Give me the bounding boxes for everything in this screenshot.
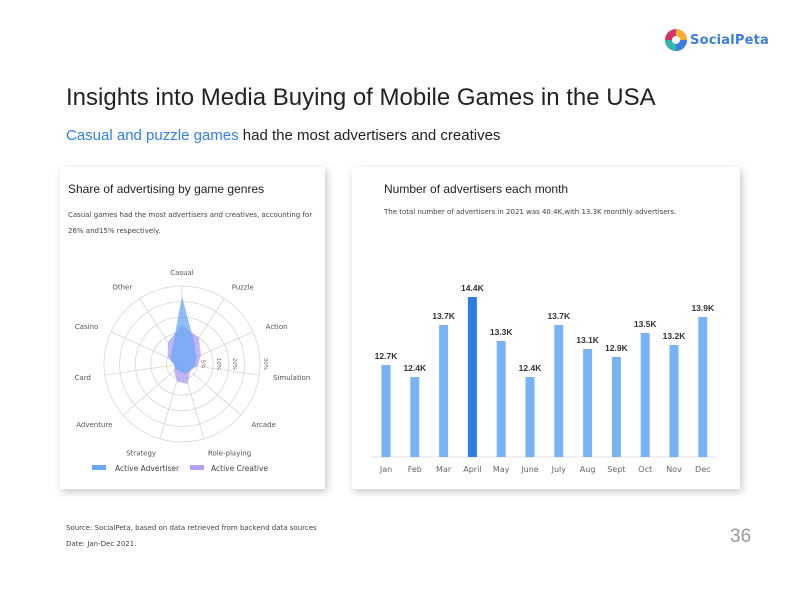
radar-category-label: Casino bbox=[75, 323, 99, 331]
radar-category-label: Strategy bbox=[126, 449, 156, 457]
radar-tick-label: 20% bbox=[231, 358, 237, 370]
bar-sept bbox=[611, 357, 621, 457]
bar-jan bbox=[381, 365, 391, 457]
bar-value-label: 12.4K bbox=[403, 363, 427, 373]
radar-category-label: Casual bbox=[170, 269, 194, 277]
logo-text: SocialPeta bbox=[690, 32, 770, 48]
radar-tick-label: 5% bbox=[200, 360, 206, 369]
socialpeta-logo: SocialPeta bbox=[664, 28, 769, 52]
bar-may bbox=[496, 341, 506, 457]
bar-value-label: 13.2K bbox=[663, 331, 687, 341]
bar-value-label: 13.1K bbox=[576, 335, 600, 345]
page-title: Insights into Media Buying of Mobile Gam… bbox=[66, 84, 656, 111]
bar-category-label: Sept bbox=[607, 465, 625, 474]
legend-swatch-advertiser bbox=[92, 465, 106, 470]
bar-july bbox=[554, 325, 564, 457]
page-number: 36 bbox=[730, 526, 752, 547]
radar-spoke bbox=[181, 363, 242, 416]
bar-value-label: 13.9K bbox=[691, 303, 715, 313]
bar-value-label: 13.5K bbox=[634, 319, 658, 329]
radar-category-label: Other bbox=[112, 284, 132, 292]
legend-label-creative: Active Creative bbox=[211, 464, 268, 473]
genre-share-description: Casual games had the most advertisers an… bbox=[68, 211, 313, 235]
bar-nov bbox=[669, 345, 679, 457]
radar-tick-label: 30% bbox=[262, 358, 268, 370]
bar-category-label: Dec bbox=[695, 465, 710, 474]
radar-category-label: Simulation bbox=[273, 374, 310, 382]
bar-value-label: 12.4K bbox=[519, 363, 543, 373]
radar-category-label: Arcade bbox=[252, 421, 276, 429]
bar-dec bbox=[698, 317, 708, 457]
monthly-advertisers-description: The total number of advertisers in 2021 … bbox=[384, 208, 677, 216]
bar-category-label: April bbox=[463, 465, 481, 474]
legend-label-advertiser: Active Advertiser bbox=[115, 464, 180, 473]
bar-oct bbox=[640, 333, 650, 457]
bar-value-label: 14.4K bbox=[461, 283, 485, 293]
bar-category-label: May bbox=[493, 465, 510, 474]
bar-category-label: Mar bbox=[436, 465, 452, 474]
bar-value-label: 13.7K bbox=[547, 311, 571, 321]
radar-category-label: Action bbox=[266, 323, 288, 331]
subtitle-highlight: Casual and puzzle games bbox=[66, 127, 239, 144]
page-subtitle: Casual and puzzle games had the most adv… bbox=[66, 127, 500, 144]
legend-swatch-creative bbox=[190, 465, 204, 470]
bar-feb bbox=[410, 377, 420, 457]
bar-category-label: Nov bbox=[666, 465, 682, 474]
bar-category-label: Oct bbox=[638, 465, 652, 474]
socialpeta-logo-mark bbox=[665, 29, 687, 51]
genre-share-title: Share of advertising by game genres bbox=[68, 182, 265, 196]
radar-spoke bbox=[104, 363, 183, 376]
footer-date: Date: Jan-Dec 2021. bbox=[66, 540, 137, 548]
bar-aug bbox=[583, 349, 593, 457]
bar-category-label: Jan bbox=[379, 465, 392, 474]
radar-category-label: Puzzle bbox=[232, 284, 254, 292]
bar-category-label: Feb bbox=[408, 465, 422, 474]
radar-series-active-advertiser bbox=[170, 296, 197, 374]
radar-category-label: Role-playing bbox=[208, 449, 251, 457]
bar-april bbox=[467, 297, 477, 457]
radar-category-label: Card bbox=[75, 374, 91, 382]
subtitle-rest: had the most advertisers and creatives bbox=[238, 127, 501, 144]
radar-spoke bbox=[122, 363, 183, 416]
bar-category-label: June bbox=[520, 465, 539, 474]
bar-value-label: 12.7K bbox=[375, 351, 399, 361]
bar-value-label: 12.9K bbox=[605, 343, 629, 353]
genre-share-card: Share of advertising by game genres Casu… bbox=[60, 167, 325, 489]
bar-mar bbox=[439, 325, 449, 457]
bar-june bbox=[525, 377, 535, 457]
radar-category-label: Adventure bbox=[76, 421, 112, 429]
bar-value-label: 13.3K bbox=[490, 327, 514, 337]
bar-category-label: Aug bbox=[580, 465, 596, 474]
radar-tick-label: 10% bbox=[215, 358, 221, 370]
bar-category-label: July bbox=[551, 465, 567, 474]
bar-value-label: 13.7K bbox=[432, 311, 456, 321]
footer-source: Source: SocialPeta, based on data retrie… bbox=[66, 524, 317, 532]
monthly-advertisers-title: Number of advertisers each month bbox=[384, 182, 569, 196]
